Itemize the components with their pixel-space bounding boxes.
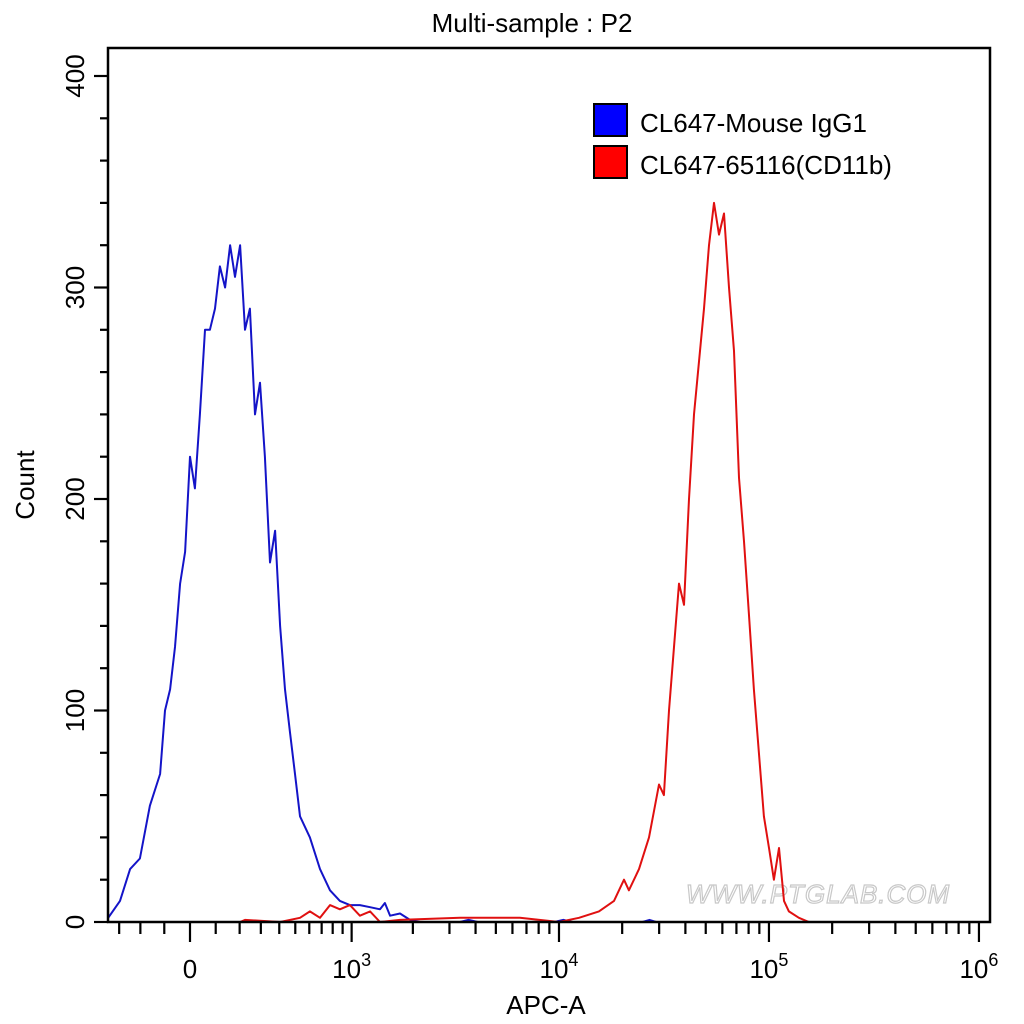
series-line-1: [239, 201, 810, 923]
x-tick-label: 103: [332, 950, 371, 984]
y-tick-label: 0: [60, 915, 90, 929]
chart-title: Multi-sample : P2: [432, 8, 633, 38]
x-axis-label: APC-A: [506, 990, 586, 1020]
x-tick-label: 106: [959, 950, 998, 984]
series-line-0: [107, 244, 686, 923]
y-axis-label: Count: [10, 450, 40, 520]
legend-label-1: CL647-65116(CD11b): [640, 150, 892, 180]
axis-ticks: 0 100 200 300 400 0 103 104 105 106: [60, 54, 998, 984]
x-tick-label: 104: [540, 950, 579, 984]
y-tick-label: 100: [60, 689, 90, 732]
x-tick-label: 0: [183, 954, 197, 984]
legend-swatch-1: [593, 145, 628, 179]
y-tick-label: 300: [60, 266, 90, 309]
legend-swatch-0: [593, 103, 628, 137]
y-tick-label: 200: [60, 477, 90, 520]
x-tick-label: 105: [749, 950, 788, 984]
series-layer: [107, 201, 810, 923]
y-tick-label: 400: [60, 54, 90, 97]
legend-label-0: CL647-Mouse IgG1: [640, 108, 867, 138]
legend: CL647-Mouse IgG1 CL647-65116(CD11b): [593, 103, 892, 180]
watermark: WWW.PTGLAB.COM: [686, 879, 950, 909]
